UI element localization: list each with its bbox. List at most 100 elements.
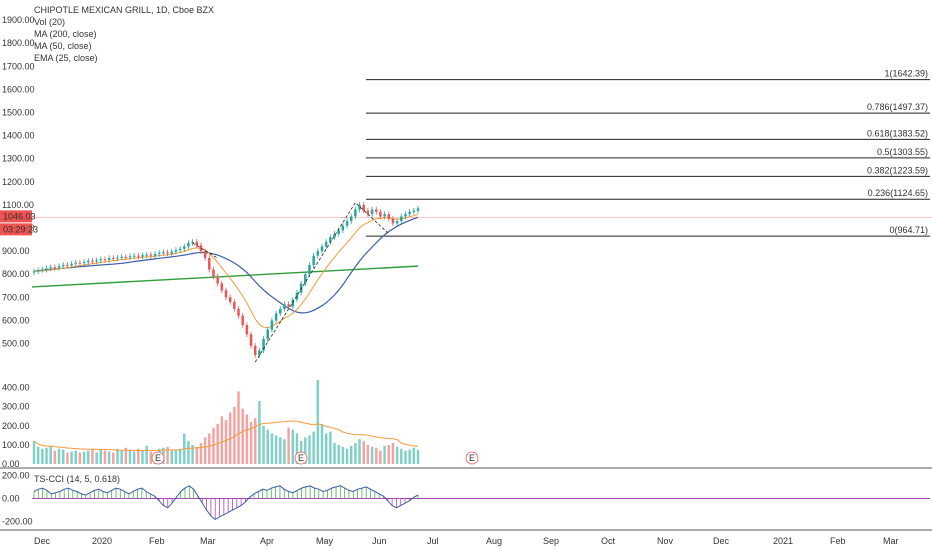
candle-body [329, 237, 332, 242]
volume-bar [324, 433, 328, 464]
candle-body [379, 211, 382, 217]
candle-body [87, 260, 90, 263]
legend-ema25[interactable]: EMA (25, close) [34, 53, 98, 63]
candle-body [412, 210, 416, 212]
candle-body [274, 313, 278, 321]
volume-axis-label: 100.00 [2, 440, 30, 450]
candle-body [337, 230, 340, 234]
candle-body [166, 252, 169, 254]
candle-body [233, 301, 236, 309]
legend-title[interactable]: CHIPOTLE MEXICAN GRILL, 1D, Cboe BZX [34, 5, 215, 15]
ema25-line [33, 213, 419, 329]
volume-bar [78, 452, 82, 464]
volume-bar [370, 446, 374, 464]
volume-bar [287, 427, 290, 464]
volume-bar [391, 443, 395, 464]
volume-bar [233, 406, 236, 464]
price-axis-label: 1700.00 [2, 61, 35, 71]
volume-axis-label: 300.00 [2, 402, 30, 412]
candle-body [333, 233, 336, 238]
volume-bar [66, 452, 69, 464]
price-axis-label: 800.00 [2, 269, 30, 279]
cci-legend[interactable]: TS-CCI (14, 5, 0.618) [34, 474, 121, 484]
volume-bar [178, 448, 182, 464]
volume-bar [116, 448, 119, 464]
volume-bar [70, 451, 73, 464]
candle-body [70, 263, 73, 266]
x-tick-label: Mar [883, 536, 899, 546]
candle-body [41, 269, 44, 271]
cci-line [33, 485, 419, 521]
volume-axis-label: 200.00 [2, 421, 30, 431]
candle-body [137, 255, 140, 257]
x-tick-label: Feb [149, 536, 165, 546]
volume-bar [91, 448, 94, 464]
price-tag-label: 1046.03 [3, 211, 36, 221]
volume-bar [237, 391, 240, 464]
volume-bar [141, 450, 144, 464]
volume-bar [349, 445, 353, 464]
candle-body [279, 308, 282, 314]
candle-body [128, 256, 132, 258]
x-tick-label: Jul [427, 536, 439, 546]
volume-bar [404, 450, 407, 464]
volume-bar [120, 450, 123, 464]
candle-body [291, 299, 295, 307]
legend-vol[interactable]: Vol (20) [34, 17, 66, 27]
volume-bar [253, 418, 257, 464]
candle-body [95, 260, 98, 262]
earnings-marker-label: E [155, 453, 161, 463]
candle-body [287, 304, 290, 307]
fib-level-label: 0.618(1383.52) [867, 128, 928, 138]
volume-bar [99, 449, 103, 464]
x-tick-label: Dec [713, 536, 730, 546]
volume-bar [124, 447, 128, 464]
candle-body [341, 225, 345, 231]
candle-body [216, 276, 219, 284]
volume-bar [191, 444, 194, 464]
candle-body [324, 241, 328, 247]
volume-bar [166, 446, 169, 464]
volume-bar [270, 433, 274, 464]
candle-body [349, 216, 353, 222]
volume-bar [375, 447, 378, 464]
candle-body [391, 218, 395, 224]
candle-body [116, 257, 119, 259]
candle-body [66, 264, 69, 266]
volume-bar [291, 429, 295, 464]
volume-bar [412, 447, 416, 464]
volume-bar [228, 412, 232, 464]
candle-body [304, 274, 307, 284]
volume-bar [103, 450, 107, 464]
candle-body [141, 255, 144, 257]
volume-bar [329, 431, 332, 464]
candle-body [408, 211, 411, 215]
volume-bar [387, 444, 391, 464]
x-tick-label: Jun [372, 536, 387, 546]
candle-body [237, 308, 240, 316]
candle-body [249, 334, 253, 346]
candle-body [362, 204, 365, 211]
fib-level-label: 0.382(1223.59) [867, 165, 928, 175]
legend-ma200[interactable]: MA (200, close) [34, 29, 97, 39]
candle-body [224, 290, 228, 298]
volume-bar [379, 450, 382, 464]
candle-body [162, 252, 165, 254]
candle-body [178, 248, 182, 250]
candle-body [270, 320, 274, 330]
legend-ma50[interactable]: MA (50, close) [34, 41, 92, 51]
volume-bar [245, 414, 249, 464]
ma50-line [33, 216, 419, 314]
volume-bar [249, 422, 253, 464]
volume-bar [170, 450, 173, 464]
volume-bar [145, 445, 148, 464]
volume-bar [295, 433, 299, 464]
volume-bar [262, 425, 265, 464]
fib-level-label: 1(1642.39) [884, 69, 928, 79]
volume-bar [112, 452, 115, 464]
price-axis-label: 700.00 [2, 292, 30, 302]
candle-body [195, 241, 199, 246]
volume-bar [279, 437, 282, 464]
